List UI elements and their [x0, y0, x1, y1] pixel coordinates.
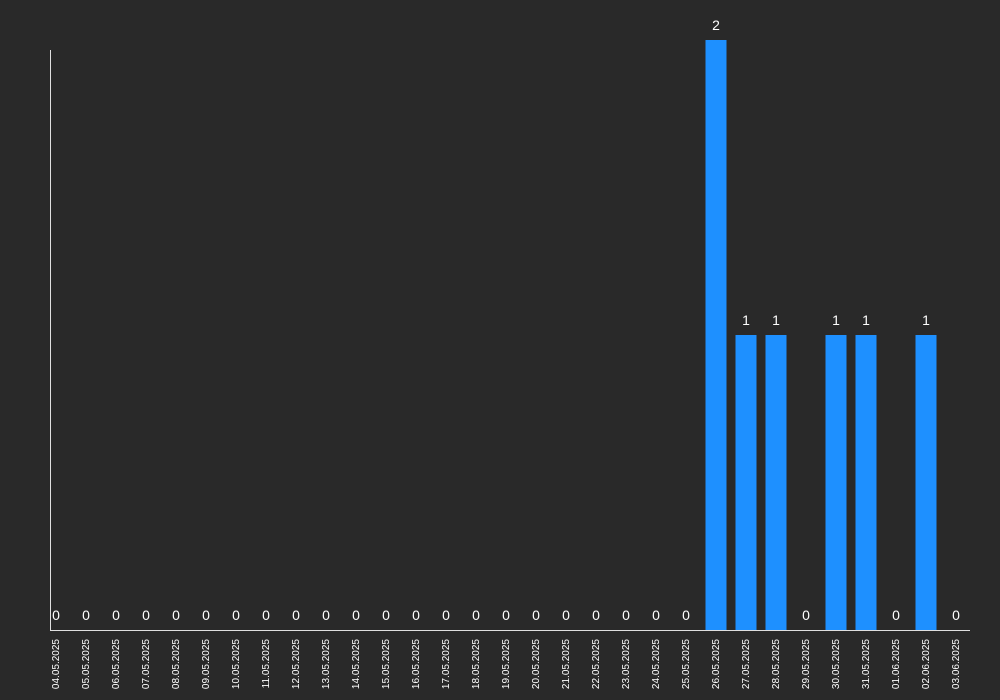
x-tick-label-14.05.2025: 14.05.2025	[351, 639, 362, 689]
value-label-27.05.2025: 1	[742, 312, 750, 328]
x-tick-label-22.05.2025: 22.05.2025	[591, 639, 602, 689]
x-tick-label-05.05.2025: 05.05.2025	[81, 639, 92, 689]
x-tick-label-15.05.2025: 15.05.2025	[381, 639, 392, 689]
x-tick-label-01.06.2025: 01.06.2025	[891, 639, 902, 689]
x-tick-label-17.05.2025: 17.05.2025	[441, 639, 452, 689]
value-label-01.06.2025: 0	[892, 607, 900, 623]
x-tick-label-12.05.2025: 12.05.2025	[291, 639, 302, 689]
value-label-25.05.2025: 0	[682, 607, 690, 623]
x-tick-label-26.05.2025: 26.05.2025	[711, 639, 722, 689]
x-tick-label-09.05.2025: 09.05.2025	[201, 639, 212, 689]
bar-02.06.2025	[915, 335, 937, 630]
x-tick-label-18.05.2025: 18.05.2025	[471, 639, 482, 689]
x-tick-label-02.06.2025: 02.06.2025	[921, 639, 932, 689]
x-tick-label-08.05.2025: 08.05.2025	[171, 639, 182, 689]
value-label-04.05.2025: 0	[52, 607, 60, 623]
value-label-12.05.2025: 0	[292, 607, 300, 623]
bar-31.05.2025	[855, 335, 877, 630]
x-tick-label-27.05.2025: 27.05.2025	[741, 639, 752, 689]
value-label-03.06.2025: 0	[952, 607, 960, 623]
value-label-07.05.2025: 0	[142, 607, 150, 623]
x-tick-label-13.05.2025: 13.05.2025	[321, 639, 332, 689]
value-label-23.05.2025: 0	[622, 607, 630, 623]
x-tick-label-03.06.2025: 03.06.2025	[951, 639, 962, 689]
value-label-13.05.2025: 0	[322, 607, 330, 623]
value-label-09.05.2025: 0	[202, 607, 210, 623]
bar-26.05.2025	[705, 40, 727, 630]
x-tick-label-07.05.2025: 07.05.2025	[141, 639, 152, 689]
x-tick-label-10.05.2025: 10.05.2025	[231, 639, 242, 689]
x-tick-label-16.05.2025: 16.05.2025	[411, 639, 422, 689]
x-tick-labels-group: 04.05.2025 05.05.2025 06.05.2025 07.05.2025…	[51, 639, 962, 689]
value-labels-group: 0 0 0 0 0 0 0 0 0 0 0 0 0 0 0 0 0 0 0 0 0 0 2 1 1 0 1 1 0 1 0	[52, 17, 960, 623]
x-tick-label-28.05.2025: 28.05.2025	[771, 639, 782, 689]
x-tick-label-30.05.2025: 30.05.2025	[831, 639, 842, 689]
value-label-10.05.2025: 0	[232, 607, 240, 623]
value-label-18.05.2025: 0	[472, 607, 480, 623]
value-label-14.05.2025: 0	[352, 607, 360, 623]
value-label-20.05.2025: 0	[532, 607, 540, 623]
value-label-22.05.2025: 0	[592, 607, 600, 623]
x-tick-label-29.05.2025: 29.05.2025	[801, 639, 812, 689]
value-label-05.05.2025: 0	[82, 607, 90, 623]
value-label-31.05.2025: 1	[862, 312, 870, 328]
value-label-29.05.2025: 0	[802, 607, 810, 623]
x-tick-label-24.05.2025: 24.05.2025	[651, 639, 662, 689]
x-tick-label-25.05.2025: 25.05.2025	[681, 639, 692, 689]
value-label-26.05.2025: 2	[712, 17, 720, 33]
bar-30.05.2025	[825, 335, 847, 630]
x-tick-label-19.05.2025: 19.05.2025	[501, 639, 512, 689]
bar-27.05.2025	[735, 335, 757, 630]
value-label-06.05.2025: 0	[112, 607, 120, 623]
x-tick-label-11.05.2025: 11.05.2025	[261, 639, 272, 689]
value-label-21.05.2025: 0	[562, 607, 570, 623]
x-tick-label-20.05.2025: 20.05.2025	[531, 639, 542, 689]
value-label-28.05.2025: 1	[772, 312, 780, 328]
value-label-02.06.2025: 1	[922, 312, 930, 328]
x-tick-label-31.05.2025: 31.05.2025	[861, 639, 872, 689]
value-label-30.05.2025: 1	[832, 312, 840, 328]
value-label-11.05.2025: 0	[262, 607, 270, 623]
x-tick-label-21.05.2025: 21.05.2025	[561, 639, 572, 689]
bar-28.05.2025	[765, 335, 787, 630]
bars-group	[705, 40, 937, 630]
value-label-16.05.2025: 0	[412, 607, 420, 623]
x-tick-label-04.05.2025: 04.05.2025	[51, 639, 62, 689]
value-label-17.05.2025: 0	[442, 607, 450, 623]
x-tick-label-23.05.2025: 23.05.2025	[621, 639, 632, 689]
value-label-15.05.2025: 0	[382, 607, 390, 623]
value-label-19.05.2025: 0	[502, 607, 510, 623]
x-tick-label-06.05.2025: 06.05.2025	[111, 639, 122, 689]
value-label-24.05.2025: 0	[652, 607, 660, 623]
value-label-08.05.2025: 0	[172, 607, 180, 623]
